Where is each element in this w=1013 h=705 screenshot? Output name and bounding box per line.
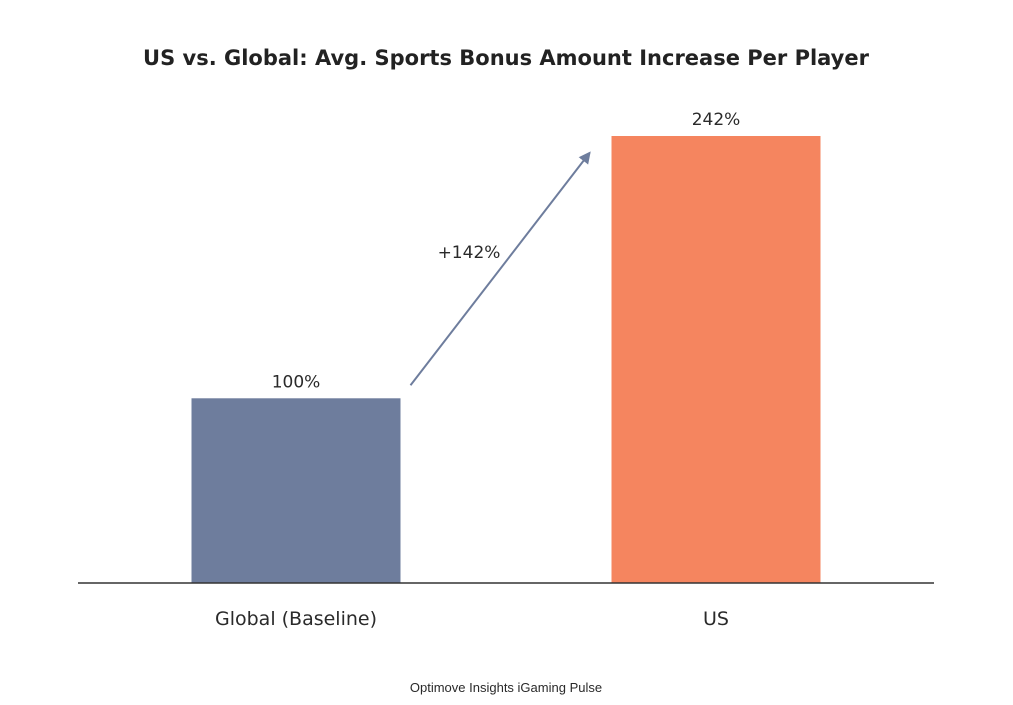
value-label-global: 100% [272, 372, 321, 392]
value-labels-group: 100% 242% [272, 110, 741, 392]
source-note: Optimove Insights iGaming Pulse [410, 680, 602, 695]
bars-group [191, 136, 821, 583]
category-label-global: Global (Baseline) [215, 608, 377, 630]
bar-global [191, 398, 401, 583]
increase-arrow [409, 151, 591, 386]
chart-title: US vs. Global: Avg. Sports Bonus Amount … [143, 46, 870, 70]
tick-labels-group: Global (Baseline) US [215, 608, 729, 630]
increase-annotation: +142% [438, 243, 501, 263]
category-label-us: US [703, 608, 729, 630]
value-label-us: 242% [692, 110, 741, 130]
bar-us [611, 136, 821, 583]
